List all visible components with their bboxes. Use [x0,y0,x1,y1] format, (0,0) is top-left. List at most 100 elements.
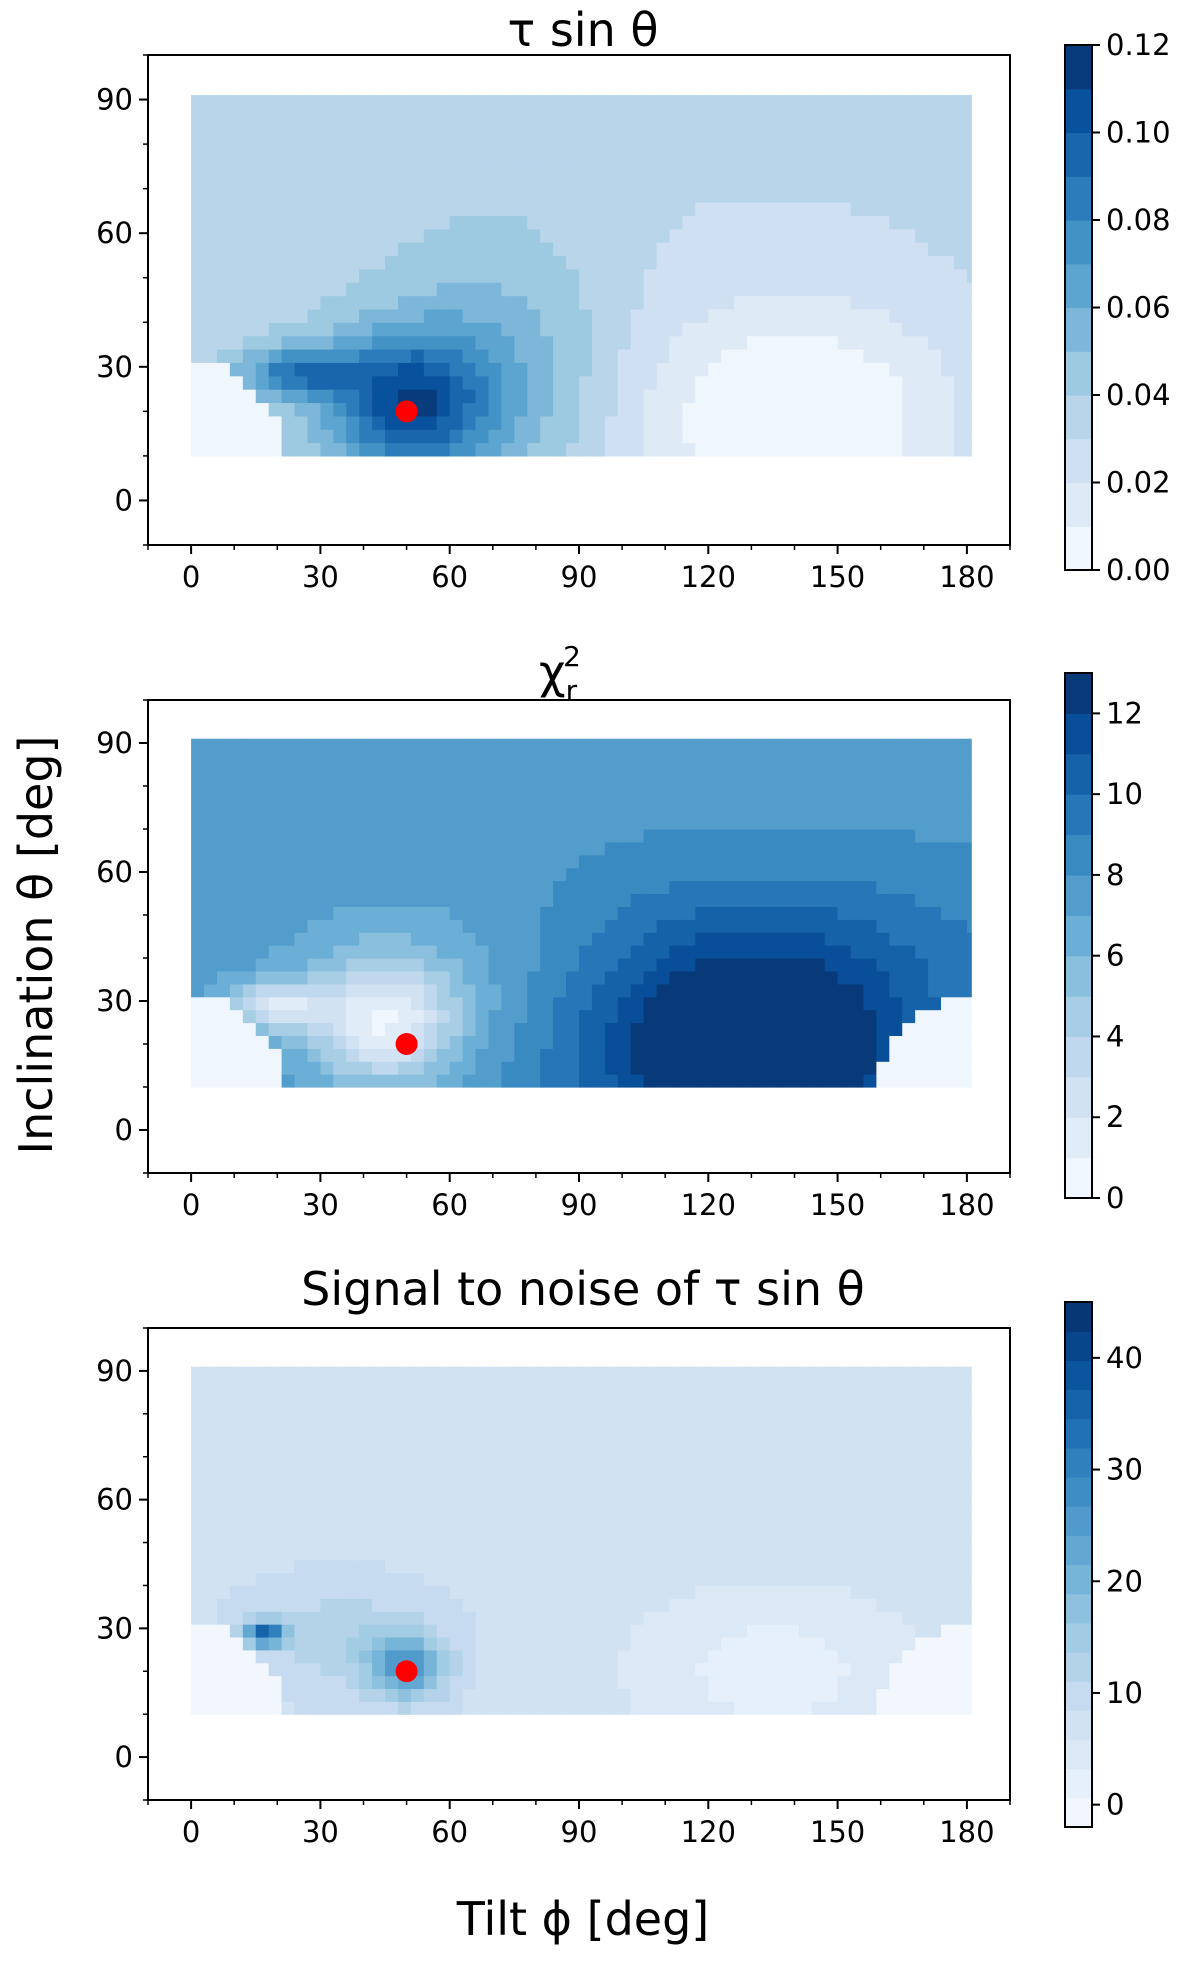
heatmap-cell [449,1418,464,1432]
heatmap-cell [643,1649,658,1664]
heatmap-cell [462,242,477,257]
heatmap-cell [630,1379,645,1393]
heatmap-cell [721,764,735,778]
heatmap-cell [889,429,903,444]
heatmap-cell [643,1662,658,1677]
heatmap-cell [307,1688,321,1702]
heatmap-cell [915,854,929,869]
heatmap-cell [630,1649,645,1664]
heatmap-cell [850,389,865,404]
heatmap-cell [229,1585,244,1599]
heatmap-cell [579,790,593,804]
heatmap-cell [643,803,658,817]
heatmap-cell [229,202,244,216]
heatmap-cell [462,906,477,920]
heatmap-cell [320,983,334,998]
heatmap-cell [772,1430,787,1445]
heatmap-cell [863,121,877,136]
heatmap-cell [436,295,451,310]
heatmap-cell [346,1482,360,1496]
heatmap-cell [617,1559,632,1574]
heatmap-cell [553,970,567,985]
heatmap-cell [915,1688,929,1702]
heatmap-cell [540,1430,554,1445]
heatmap-cell [721,1009,735,1024]
heatmap-cell [953,867,968,882]
heatmap-cell [889,1572,903,1587]
heatmap-cell [850,1624,865,1638]
heatmap-cell [889,1048,903,1062]
heatmap-cell [656,188,671,203]
heatmap-cell [553,1649,567,1664]
colorbar-tick-label: 0.02 [1106,466,1171,500]
heatmap-cell [385,215,399,230]
heatmap-cell [747,402,761,417]
heatmap-cell [488,389,503,404]
heatmap-cell [928,919,942,933]
heatmap-cell [824,322,839,337]
heatmap-cell [604,308,619,323]
heatmap-cell [553,295,567,310]
heatmap-cell [540,308,554,323]
heatmap-cell [811,175,826,190]
heatmap-cell [708,1636,722,1651]
heatmap-cell [941,335,955,350]
heatmap-cell [811,1022,826,1036]
heatmap-cell [488,790,503,804]
heatmap-cell [462,841,477,856]
heatmap-cell [436,1009,451,1024]
heatmap-cell [333,1521,347,1535]
heatmap-cell [475,841,490,856]
heatmap-cell [734,1456,748,1471]
heatmap-cell [941,816,955,830]
heatmap-cell [294,1048,309,1062]
heatmap-cell [772,996,787,1011]
heatmap-cell [695,1495,709,1509]
heatmap-cell [863,1022,877,1036]
heatmap-cell [953,161,968,176]
heatmap-cell [889,228,903,243]
heatmap-cell [772,1662,787,1677]
heatmap-cell [320,415,334,430]
heatmap-cell [617,95,632,110]
heatmap-cell [229,1074,244,1088]
heatmap-cell [397,215,412,230]
heatmap-cell [669,751,684,766]
heatmap-cell [294,1521,309,1535]
heatmap-cell [876,1649,890,1664]
heatmap-cell [436,1048,451,1062]
heatmap-cell [462,1701,477,1715]
heatmap-cell [449,402,464,417]
heatmap-cell [359,1546,373,1561]
heatmap-cell [242,1533,257,1548]
heatmap-cell [514,349,528,363]
heatmap-cell [941,829,955,843]
heatmap-cell [553,1533,567,1548]
heatmap-cell [229,415,244,430]
heatmap-cell [579,841,593,856]
heatmap-cell [682,1636,696,1651]
heatmap-cell [216,335,231,350]
heatmap-cell [191,148,205,163]
heatmap-cell [630,415,645,430]
heatmap-cell [191,202,205,216]
heatmap-cell [785,970,800,985]
heatmap-cell [527,135,541,150]
heatmap-cell [785,1701,800,1715]
heatmap-cell [397,919,412,933]
heatmap-cell [514,1009,528,1024]
heatmap-cell [643,95,658,110]
heatmap-cell [255,1495,270,1509]
heatmap-cell [191,349,205,363]
heatmap-cell [501,816,515,830]
heatmap-cell [242,867,257,882]
y-tick-label: 0 [115,483,133,517]
heatmap-cell [591,215,606,230]
heatmap-cell [294,738,309,753]
heatmap-cell [850,228,865,243]
heatmap-cell [527,415,541,430]
heatmap-cell [953,932,968,946]
heatmap-cell [191,1649,205,1664]
heatmap-cell [294,854,309,869]
heatmap-cell [436,1022,451,1036]
